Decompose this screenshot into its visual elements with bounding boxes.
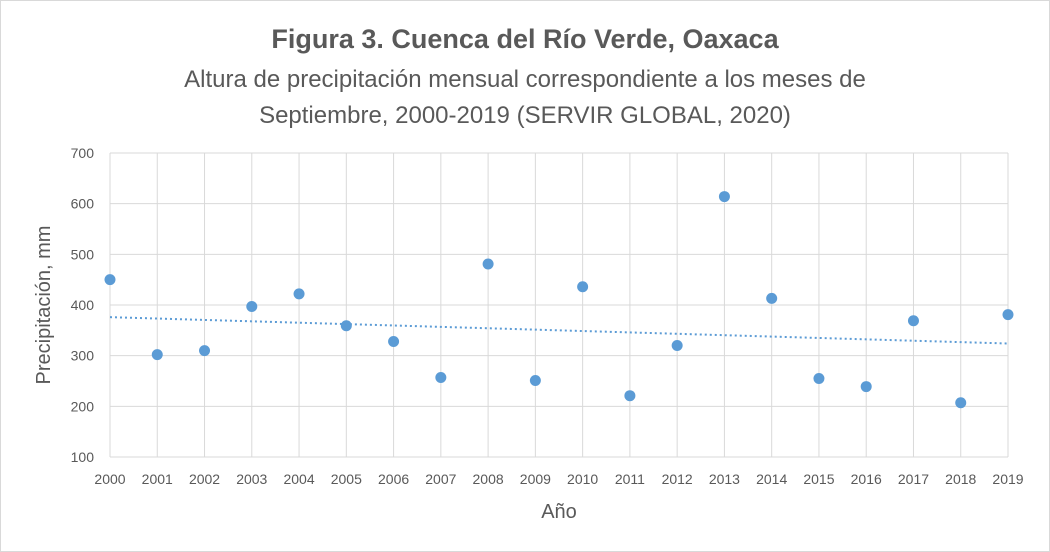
data-point-2008 xyxy=(482,258,494,270)
x-axis-label: Año xyxy=(541,501,577,523)
x-tick-2008: 2008 xyxy=(473,471,504,487)
x-tick-2016: 2016 xyxy=(851,471,882,487)
x-tick-2003: 2003 xyxy=(236,471,267,487)
x-tick-2009: 2009 xyxy=(520,471,551,487)
y-tick-500: 500 xyxy=(71,246,95,262)
x-tick-2018: 2018 xyxy=(945,471,976,487)
x-tick-2010: 2010 xyxy=(567,471,598,487)
data-point-2007 xyxy=(435,371,447,383)
grid-lines xyxy=(109,152,1009,458)
data-points xyxy=(104,191,1014,409)
data-point-2005 xyxy=(340,320,352,332)
y-tick-600: 600 xyxy=(71,196,95,212)
x-tick-2005: 2005 xyxy=(331,471,362,487)
data-point-2003 xyxy=(246,301,258,313)
x-tick-2000: 2000 xyxy=(94,471,125,487)
x-tick-2017: 2017 xyxy=(898,471,929,487)
x-tick-2006: 2006 xyxy=(378,471,409,487)
data-point-2001 xyxy=(151,349,163,361)
data-point-2012 xyxy=(671,340,683,352)
x-tick-2013: 2013 xyxy=(709,471,740,487)
data-point-2011 xyxy=(624,390,636,402)
y-tick-400: 400 xyxy=(71,297,95,313)
data-point-2015 xyxy=(813,372,825,384)
x-tick-2012: 2012 xyxy=(662,471,693,487)
x-tick-2002: 2002 xyxy=(189,471,220,487)
data-point-2018 xyxy=(955,397,967,409)
data-point-2009 xyxy=(529,374,541,386)
data-point-2004 xyxy=(293,288,305,300)
data-point-2017 xyxy=(907,315,919,327)
y-axis-label: Precipitación, mm xyxy=(33,226,55,385)
trendline-group xyxy=(109,316,1009,345)
trendline xyxy=(109,316,1009,345)
x-tick-2007: 2007 xyxy=(425,471,456,487)
chart-subtitle-line2: Septiembre, 2000-2019 (SERVIR GLOBAL, 20… xyxy=(259,102,791,129)
data-point-2000 xyxy=(104,274,116,286)
x-tick-2019: 2019 xyxy=(992,471,1023,487)
data-point-2019 xyxy=(1002,309,1014,321)
y-tick-700: 700 xyxy=(71,145,95,161)
x-tick-2001: 2001 xyxy=(142,471,173,487)
x-tick-2004: 2004 xyxy=(283,471,314,487)
x-tick-2014: 2014 xyxy=(756,471,787,487)
data-point-2016 xyxy=(860,381,872,393)
y-tick-300: 300 xyxy=(71,348,95,364)
y-tick-labels: 100 200 300 400 500 600 700 xyxy=(71,145,95,465)
y-tick-100: 100 xyxy=(71,449,95,465)
data-point-2002 xyxy=(199,345,211,357)
chart-title: Figura 3. Cuenca del Río Verde, Oaxaca xyxy=(271,24,779,54)
data-point-2014 xyxy=(766,292,778,304)
x-tick-labels: 2000 2001 2002 2003 2004 2005 2006 2007 2008 2009… xyxy=(94,471,1023,487)
data-point-2010 xyxy=(577,281,589,293)
y-tick-200: 200 xyxy=(71,398,95,414)
data-point-2006 xyxy=(388,335,400,347)
x-tick-2011: 2011 xyxy=(615,471,645,487)
x-tick-2015: 2015 xyxy=(803,471,834,487)
data-point-2013 xyxy=(718,191,730,203)
chart-subtitle-line1: Altura de precipitación mensual correspo… xyxy=(184,66,866,93)
